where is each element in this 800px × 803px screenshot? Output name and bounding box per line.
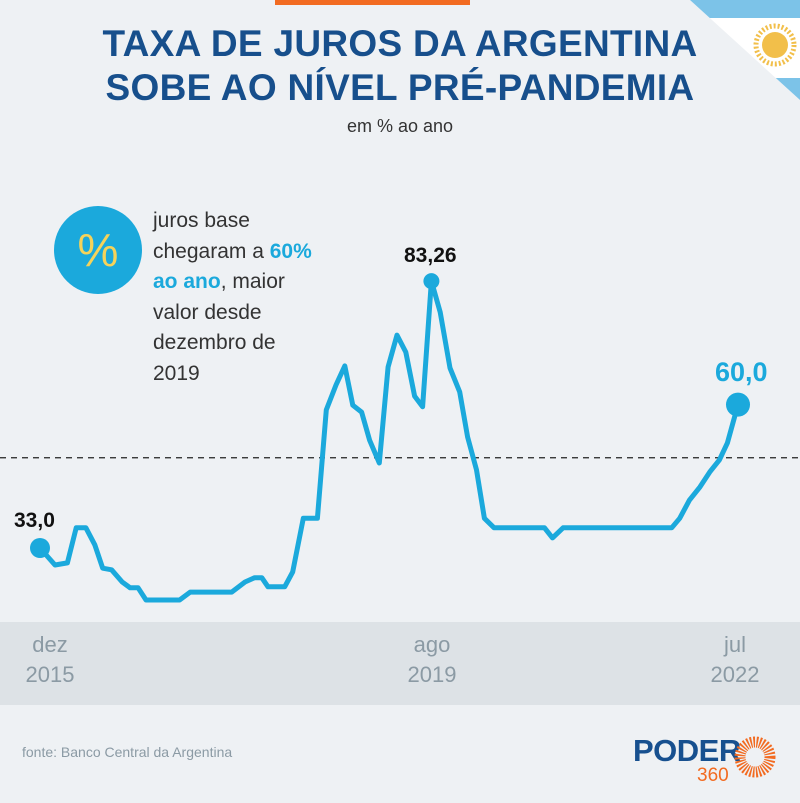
note-text-after: , maior valor desde dezembro de 2019	[153, 270, 285, 385]
x-tick-dez-2015: dez 2015	[0, 630, 100, 690]
tick-month: ago	[413, 632, 451, 657]
argentina-flag-icon	[690, 0, 800, 100]
chart-title: TAXA DE JUROS DA ARGENTINA SOBE AO NÍVEL…	[0, 22, 800, 110]
tick-year: 2015	[25, 662, 75, 687]
sun-logo-icon	[734, 736, 776, 778]
note-text-before: juros base chegaram a	[153, 209, 270, 263]
logo-word: PODER	[633, 733, 741, 768]
x-tick-ago-2019: ago 2019	[382, 630, 482, 690]
chart-subtitle: em % ao ano	[346, 116, 454, 136]
tick-year: 2019	[407, 662, 457, 687]
poder360-logo: PODER 360	[633, 733, 776, 788]
start-point	[30, 538, 50, 558]
label-peak-value: 83,26	[404, 244, 457, 267]
x-axis-band	[0, 622, 800, 705]
percent-icon: %	[54, 206, 142, 294]
note-highlight: 60% ao ano	[153, 239, 312, 294]
title-line-2: SOBE AO NÍVEL PRÉ-PANDEMIA	[105, 67, 695, 108]
logo-number: 360	[697, 765, 729, 786]
source-note: fonte: Banco Central da Argentina	[22, 744, 233, 760]
top-accent-bar	[275, 0, 470, 5]
tick-month: jul	[723, 632, 746, 657]
series-line	[38, 278, 741, 603]
tick-month: dez	[32, 632, 68, 657]
label-end-value: 60,0	[715, 357, 768, 387]
peak-point	[423, 273, 440, 290]
x-tick-jul-2022: jul 2022	[685, 630, 785, 690]
tick-year: 2022	[710, 662, 760, 687]
label-start-value: 33,0	[14, 509, 55, 532]
annotation-note: juros base chegaram a 60% ao ano, maior …	[153, 206, 313, 389]
end-point	[726, 392, 750, 417]
title-line-1: TAXA DE JUROS DA ARGENTINA	[102, 23, 698, 64]
